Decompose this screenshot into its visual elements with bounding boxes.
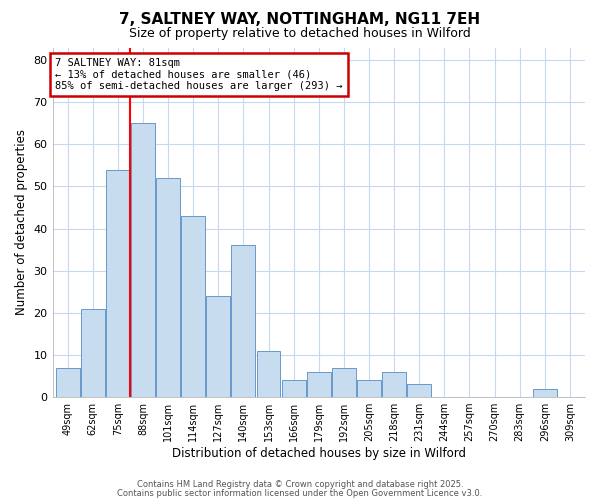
Bar xyxy=(407,384,431,397)
Text: 7 SALTNEY WAY: 81sqm
← 13% of detached houses are smaller (46)
85% of semi-detac: 7 SALTNEY WAY: 81sqm ← 13% of detached h… xyxy=(55,58,343,91)
Bar xyxy=(357,380,381,397)
Y-axis label: Number of detached properties: Number of detached properties xyxy=(15,130,28,316)
Bar xyxy=(106,170,130,397)
Bar xyxy=(382,372,406,397)
Text: Contains public sector information licensed under the Open Government Licence v3: Contains public sector information licen… xyxy=(118,489,482,498)
Bar xyxy=(232,246,256,397)
Bar xyxy=(131,124,155,397)
Text: Size of property relative to detached houses in Wilford: Size of property relative to detached ho… xyxy=(129,28,471,40)
Bar xyxy=(282,380,305,397)
Bar xyxy=(206,296,230,397)
Bar xyxy=(307,372,331,397)
Bar xyxy=(181,216,205,397)
Bar xyxy=(81,308,104,397)
Bar xyxy=(332,368,356,397)
Bar xyxy=(533,388,557,397)
Bar xyxy=(156,178,180,397)
Text: 7, SALTNEY WAY, NOTTINGHAM, NG11 7EH: 7, SALTNEY WAY, NOTTINGHAM, NG11 7EH xyxy=(119,12,481,28)
Bar xyxy=(56,368,80,397)
Bar xyxy=(257,351,280,397)
Text: Contains HM Land Registry data © Crown copyright and database right 2025.: Contains HM Land Registry data © Crown c… xyxy=(137,480,463,489)
X-axis label: Distribution of detached houses by size in Wilford: Distribution of detached houses by size … xyxy=(172,447,466,460)
